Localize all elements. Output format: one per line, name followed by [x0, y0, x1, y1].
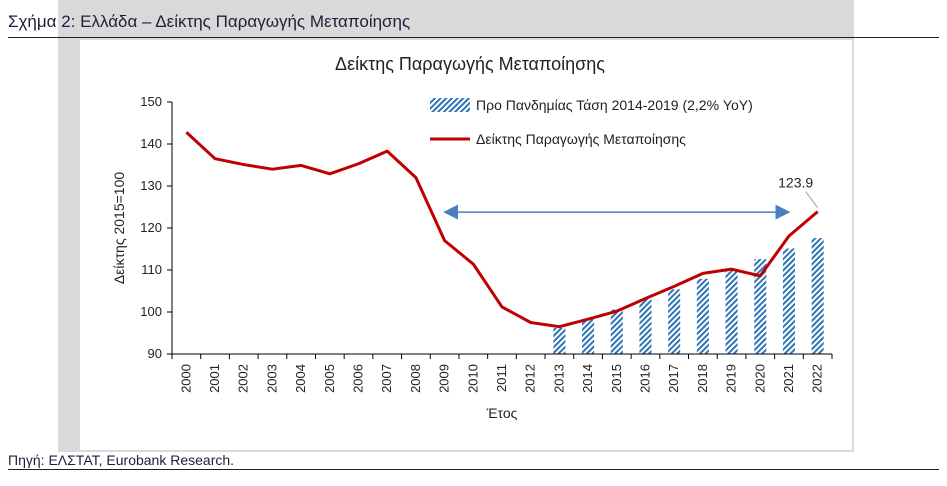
x-tick-label: 2021: [781, 364, 796, 393]
x-tick-label: 2001: [207, 364, 222, 393]
x-tick-label: 2015: [609, 364, 624, 393]
annotation-leader: [805, 191, 819, 208]
x-tick-label: 2019: [724, 364, 739, 393]
x-tick-label: 2009: [437, 364, 452, 393]
x-tick-label: 2005: [322, 364, 337, 393]
trend-bar: [610, 309, 623, 354]
legend-swatch-trend: [430, 98, 470, 112]
trend-bar: [782, 248, 795, 354]
x-tick-label: 2014: [580, 364, 595, 393]
index-line: [185, 131, 819, 329]
y-tick-label: 90: [148, 346, 162, 361]
x-tick-label: 2010: [465, 364, 480, 393]
trend-bar: [754, 259, 767, 354]
x-tick-label: 2017: [666, 364, 681, 393]
x-tick-label: 2008: [408, 364, 423, 393]
x-tick-label: 2016: [637, 364, 652, 393]
y-tick-label: 100: [140, 304, 162, 319]
legend-label-trend: Προ Πανδημίας Τάση 2014-2019 (2,2% YoY): [476, 97, 753, 113]
x-axis-title: Έτος: [486, 405, 518, 421]
x-tick-label: 2011: [494, 364, 509, 392]
x-tick-label: 2000: [178, 364, 193, 393]
source-rule: [8, 469, 939, 470]
y-tick-label: 120: [140, 220, 162, 235]
x-tick-label: 2003: [264, 364, 279, 393]
x-tick-label: 2012: [523, 364, 538, 393]
y-ticks: 90 100 110 120 130 140 150: [140, 94, 172, 361]
trend-bar: [639, 298, 652, 354]
x-tick-label: 2013: [551, 364, 566, 393]
x-ticks: 2000 2001 2002 2003 2004 2005 2006 2007 2008 2009…: [171, 354, 833, 393]
trend-bar: [811, 238, 824, 354]
trend-bar: [553, 327, 566, 354]
legend: Προ Πανδημίας Τάση 2014-2019 (2,2% YoY) …: [430, 97, 753, 147]
annotation-layer: 123.9: [778, 175, 819, 208]
y-tick-label: 150: [140, 94, 162, 109]
trend-bars: [553, 238, 824, 354]
index-line-layer: [185, 131, 819, 329]
trend-bar: [696, 278, 709, 354]
x-tick-label: 2022: [810, 364, 825, 393]
trend-bar: [668, 289, 681, 354]
x-tick-label: 2020: [752, 364, 767, 393]
annotation-label: 123.9: [778, 175, 813, 191]
y-tick-label: 140: [140, 136, 162, 151]
figure-caption: Σχήμα 2: Ελλάδα – Δείκτης Παραγωγής Μετα…: [8, 12, 411, 31]
legend-label-index: Δείκτης Παραγωγής Μεταποίησης: [476, 131, 686, 147]
x-tick-label: 2007: [379, 364, 394, 393]
y-tick-label: 130: [140, 178, 162, 193]
x-tick-label: 2004: [293, 364, 308, 393]
y-tick-label: 110: [141, 262, 162, 277]
x-tick-label: 2018: [695, 364, 710, 393]
chart-title: Δείκτης Παραγωγής Μεταποίησης: [335, 54, 605, 74]
source-note: Πηγή: ΕΛΣΤΑΤ, Eurobank Research.: [8, 452, 235, 468]
caption-rule: [8, 37, 939, 38]
x-tick-label: 2006: [351, 364, 366, 393]
trend-bar: [582, 319, 595, 354]
x-tick-label: 2002: [236, 364, 251, 393]
y-axis-title: Δείκτης 2015=100: [111, 172, 127, 285]
trend-bar: [725, 268, 738, 354]
